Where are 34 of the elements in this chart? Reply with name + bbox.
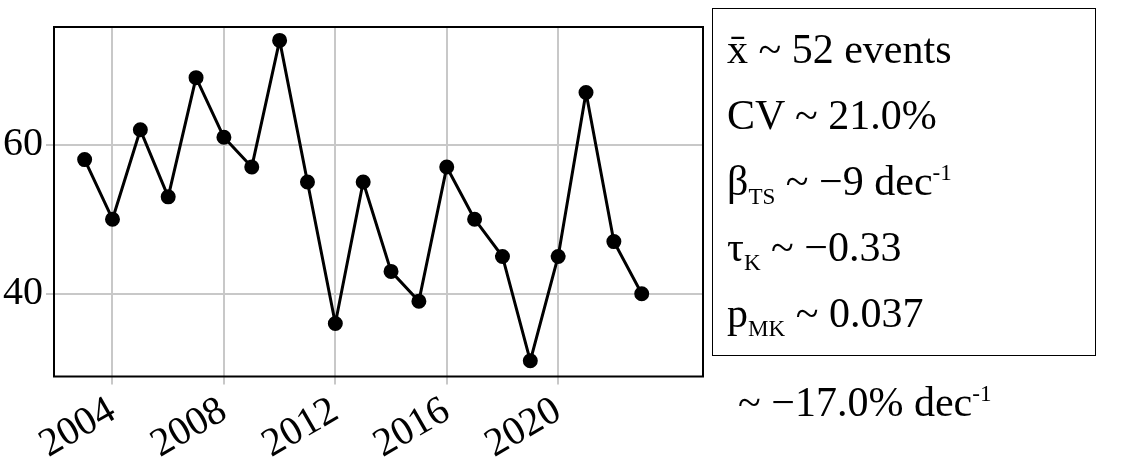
point (634, 286, 650, 302)
point (606, 234, 622, 250)
point (550, 248, 566, 264)
y-tick-label: 60 (3, 119, 43, 165)
point (160, 189, 176, 205)
y-tick-label: 40 (3, 268, 43, 314)
point (188, 70, 204, 86)
point (467, 211, 483, 227)
x-tick-label: 2016 (364, 386, 457, 466)
point (132, 122, 148, 138)
x-tick-label: 2004 (30, 386, 123, 466)
text: β$_{TS}$ ~ −9 dec$^{-1}$ (727, 157, 953, 212)
point (355, 174, 371, 190)
text: CV ~ 21.0% (727, 91, 938, 140)
point (494, 248, 510, 264)
text: x̄ ~ 52 events (727, 25, 953, 74)
x-tick-label: 2020 (476, 386, 568, 466)
point (327, 316, 343, 332)
point (77, 152, 93, 168)
text: τ$_{K}$ ~ −0.33 (727, 223, 903, 278)
point (578, 85, 594, 101)
point (104, 211, 120, 227)
point (244, 159, 260, 175)
point (383, 263, 399, 279)
point (522, 353, 538, 369)
text: p$_{MK}$ ~ 0.037 (727, 289, 925, 344)
point (216, 129, 232, 145)
x-tick-label: 2012 (253, 386, 346, 466)
point (272, 32, 288, 48)
point (411, 293, 427, 309)
x-tick-label: 2008 (141, 386, 234, 466)
point (439, 159, 455, 175)
point (299, 174, 315, 190)
text: ~ −17.0% dec$^{-1}$ (738, 378, 992, 426)
